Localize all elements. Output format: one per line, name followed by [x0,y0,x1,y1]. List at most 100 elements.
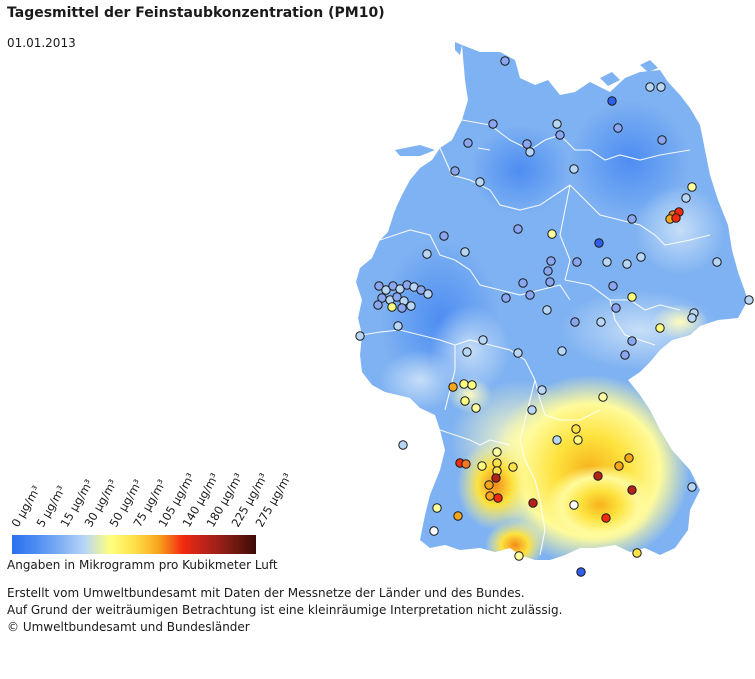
station-marker [614,461,624,471]
station-marker [608,281,618,291]
station-marker [645,82,655,92]
footer-line: Auf Grund der weiträumigen Betrachtung i… [7,603,563,617]
station-marker [576,567,586,577]
islands [395,42,658,156]
station-marker [543,266,553,276]
station-marker [398,440,408,450]
station-marker [513,348,523,358]
station-marker [671,213,681,223]
station-marker [555,130,565,140]
station-marker [607,96,617,106]
footer-line: © Umweltbundesamt und Bundesländer [7,620,250,634]
station-marker [522,139,532,149]
station-marker [492,458,502,468]
station-marker [460,396,470,406]
station-marker [611,303,621,313]
station-marker [687,482,697,492]
station-marker [429,526,439,536]
station-marker [381,285,391,295]
station-marker [593,471,603,481]
station-marker [545,277,555,287]
station-marker [627,485,637,495]
station-marker [687,182,697,192]
station-marker [594,238,604,248]
station-marker [393,321,403,331]
station-marker [546,256,556,266]
station-marker [453,511,463,521]
station-marker [514,551,524,561]
station-marker [527,405,537,415]
station-marker [657,135,667,145]
station-marker [406,301,416,311]
station-marker [547,229,557,239]
station-marker [484,480,494,490]
station-marker [744,295,754,305]
legend-unit-note: Angaben in Mikrogramm pro Kubikmeter Luf… [7,558,278,572]
station-marker [624,453,634,463]
station-marker [373,300,383,310]
station-marker [636,252,646,262]
station-marker [537,385,547,395]
station-marker [461,459,471,469]
station-marker [525,147,535,157]
station-marker [572,257,582,267]
station-marker [627,214,637,224]
station-marker [488,119,498,129]
station-marker [491,473,501,483]
station-marker [542,305,552,315]
station-marker [439,231,449,241]
station-marker [528,498,538,508]
station-marker [475,177,485,187]
station-marker [712,257,722,267]
station-marker [477,461,487,471]
station-marker [460,247,470,257]
station-marker [450,166,460,176]
station-marker [471,403,481,413]
station-marker [655,323,665,333]
station-marker [656,82,666,92]
footer-line: Erstellt vom Umweltbundesamt mit Daten d… [7,586,525,600]
station-marker [392,292,402,302]
station-marker [602,257,612,267]
station-marker [462,347,472,357]
station-marker [513,224,523,234]
station-marker [478,335,488,345]
station-marker [601,513,611,523]
station-marker [552,435,562,445]
station-marker [596,317,606,327]
station-marker [620,350,630,360]
station-marker [355,331,365,341]
station-marker [387,302,397,312]
station-marker [627,336,637,346]
station-marker [422,249,432,259]
station-marker [508,462,518,472]
station-marker [632,548,642,558]
legend-labels: 0 µg/m³ 5 µg/m³ 15 µg/m³ 30 µg/m³ 50 µg/… [8,470,294,529]
station-marker [570,317,580,327]
station-marker [432,503,442,513]
station-marker [423,289,433,299]
station-marker [569,164,579,174]
station-marker [397,303,407,313]
station-marker [687,313,697,323]
station-marker [374,281,384,291]
state-borders [361,119,711,556]
station-marker [395,284,405,294]
station-marker [492,447,502,457]
station-marker [569,500,579,510]
station-marker [622,259,632,269]
station-marker [552,119,562,129]
station-marker [448,382,458,392]
station-marker [485,491,495,501]
station-marker [500,56,510,66]
station-marker [416,285,426,295]
station-marker [571,424,581,434]
legend-color-bar [12,535,256,554]
station-marker [573,435,583,445]
station-marker [493,493,503,503]
stations [355,56,754,577]
germany-shape [356,45,748,560]
station-marker [613,123,623,133]
station-marker [557,346,567,356]
